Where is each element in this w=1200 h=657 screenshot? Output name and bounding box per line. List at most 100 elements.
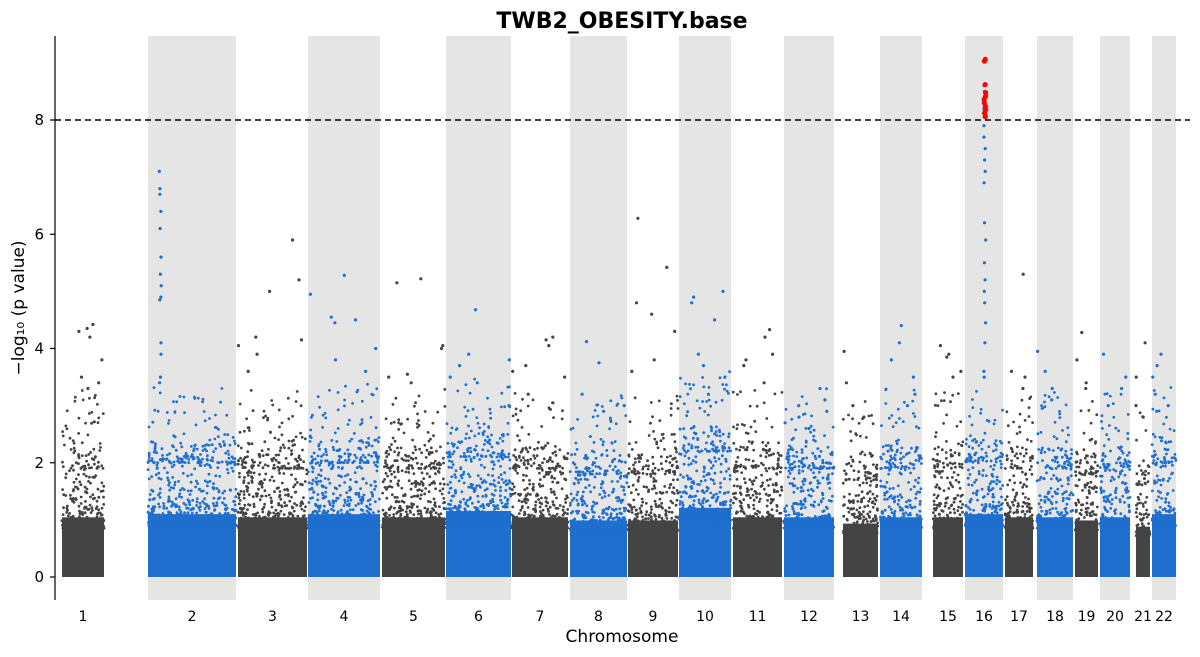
data-point xyxy=(645,510,649,514)
data-point xyxy=(195,447,199,451)
data-point xyxy=(377,440,380,444)
data-point xyxy=(375,514,378,518)
data-point xyxy=(61,488,64,491)
data-point xyxy=(204,510,208,514)
peak-point xyxy=(524,364,528,368)
data-point xyxy=(242,479,246,483)
data-point xyxy=(742,465,746,468)
data-point xyxy=(575,509,578,513)
data-point xyxy=(701,400,704,403)
data-point xyxy=(272,479,276,483)
data-point xyxy=(360,519,364,522)
data-point xyxy=(396,518,399,521)
data-point xyxy=(97,508,101,512)
data-point xyxy=(713,456,716,460)
data-point xyxy=(584,526,588,530)
peak-point xyxy=(584,340,589,344)
data-point xyxy=(290,473,293,477)
data-point xyxy=(386,466,390,470)
peak-point xyxy=(713,318,717,322)
data-point xyxy=(459,467,463,471)
data-point xyxy=(653,437,657,441)
data-point xyxy=(307,520,311,523)
data-point xyxy=(489,501,493,505)
data-point xyxy=(641,467,645,471)
data-point xyxy=(283,519,287,523)
data-point xyxy=(687,442,691,446)
data-point xyxy=(457,520,461,524)
data-point xyxy=(161,512,165,515)
data-point xyxy=(688,494,692,498)
peak-point xyxy=(544,338,548,342)
data-point xyxy=(293,465,296,469)
data-point xyxy=(469,482,473,486)
data-point xyxy=(342,461,346,465)
data-point xyxy=(155,463,159,467)
data-point xyxy=(653,486,657,490)
data-point xyxy=(438,467,441,470)
data-point xyxy=(699,511,703,514)
data-point xyxy=(344,513,348,517)
data-point xyxy=(473,512,476,516)
data-point xyxy=(407,471,411,474)
data-point xyxy=(515,515,519,519)
data-point xyxy=(684,485,688,489)
data-point xyxy=(739,445,743,449)
data-point xyxy=(360,399,364,403)
data-point xyxy=(291,414,294,418)
data-point xyxy=(622,489,626,492)
data-point xyxy=(617,523,621,527)
data-point xyxy=(579,470,582,474)
data-point xyxy=(87,412,91,415)
data-point xyxy=(746,490,749,493)
data-point xyxy=(433,501,437,504)
data-point xyxy=(320,523,324,527)
data-point xyxy=(68,436,72,440)
data-point xyxy=(637,492,640,496)
data-point xyxy=(712,493,716,497)
data-point xyxy=(311,512,314,515)
data-point xyxy=(561,409,564,413)
data-point xyxy=(362,493,366,497)
data-point xyxy=(592,515,595,519)
data-point xyxy=(337,465,340,469)
data-point xyxy=(612,526,615,529)
data-point xyxy=(174,497,178,501)
data-point xyxy=(536,467,539,470)
data-point xyxy=(64,472,68,476)
data-point xyxy=(290,449,293,452)
data-point xyxy=(715,518,719,522)
data-point xyxy=(203,464,207,467)
data-point xyxy=(296,459,299,463)
data-point xyxy=(498,494,502,498)
data-point xyxy=(528,493,532,496)
data-point xyxy=(640,504,643,508)
data-point xyxy=(410,526,414,530)
data-point xyxy=(182,432,186,436)
data-point xyxy=(647,517,650,520)
data-point xyxy=(383,486,387,489)
data-point xyxy=(336,427,340,430)
data-point xyxy=(757,464,760,468)
data-point xyxy=(695,399,699,403)
data-point xyxy=(195,497,199,501)
data-point xyxy=(61,523,64,527)
peak-point xyxy=(630,369,634,373)
data-point xyxy=(513,448,517,452)
data-point xyxy=(451,494,454,498)
data-point xyxy=(370,491,373,494)
data-point xyxy=(285,523,288,526)
data-point xyxy=(316,493,320,496)
data-point xyxy=(153,497,156,500)
data-point xyxy=(263,440,267,444)
data-point xyxy=(372,511,375,514)
data-point xyxy=(239,521,243,525)
data-point xyxy=(628,442,631,446)
data-point xyxy=(655,491,658,495)
data-point xyxy=(147,456,151,459)
data-point xyxy=(703,516,706,520)
data-point xyxy=(767,454,771,457)
data-point xyxy=(157,523,161,527)
data-point xyxy=(291,514,295,518)
data-point xyxy=(640,497,644,501)
